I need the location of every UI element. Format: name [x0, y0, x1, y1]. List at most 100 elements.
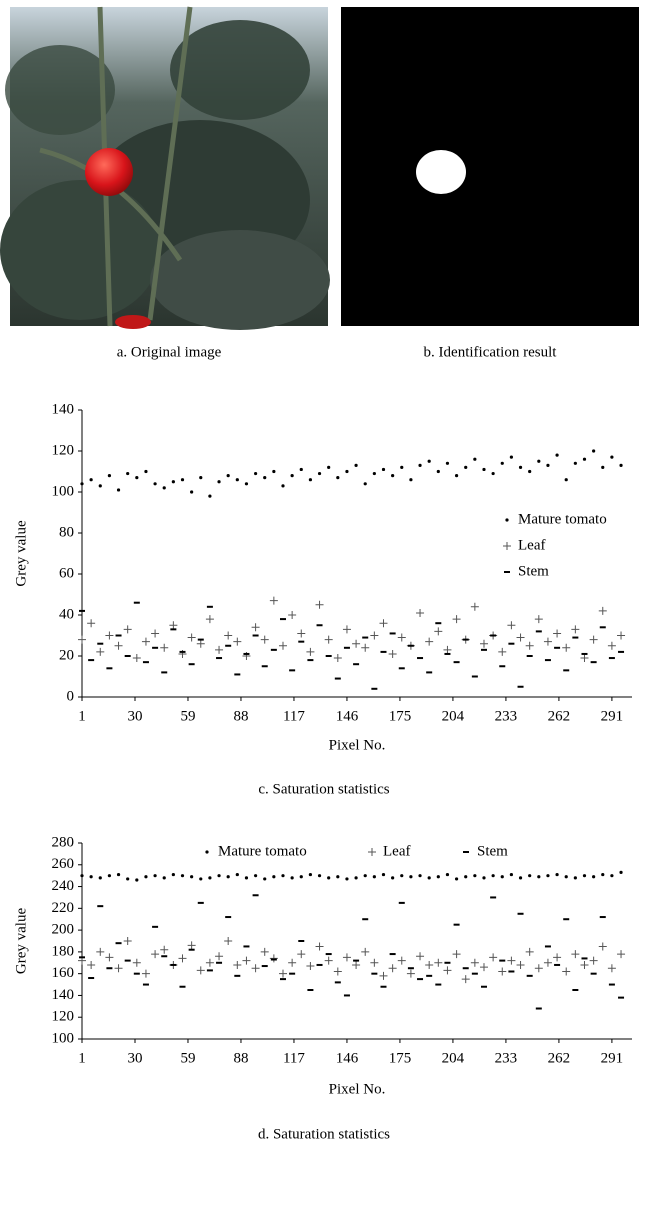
point — [196, 639, 205, 648]
y-tick-label: 20 — [59, 647, 74, 663]
point — [407, 644, 414, 647]
point — [98, 876, 102, 880]
point — [490, 634, 497, 637]
point — [153, 482, 157, 486]
point — [308, 872, 313, 877]
point — [151, 950, 160, 959]
point — [243, 652, 250, 655]
point — [435, 983, 442, 986]
point — [215, 645, 224, 654]
y-tick-label: 0 — [67, 688, 75, 704]
point — [435, 622, 442, 625]
x-axis-title: Pixel No. — [329, 737, 386, 753]
point — [345, 877, 349, 881]
point — [380, 650, 387, 653]
legend-item: Stem — [463, 843, 508, 859]
point — [336, 875, 340, 879]
x-tick-label: 117 — [283, 1050, 305, 1066]
y-tick-label: 240 — [52, 878, 75, 894]
point — [452, 950, 461, 959]
point — [170, 963, 177, 966]
point — [106, 967, 113, 970]
y-axis-title: Grey value — [13, 520, 29, 587]
legend-marker — [463, 851, 469, 853]
point — [436, 875, 440, 879]
point — [317, 874, 322, 878]
point — [105, 631, 114, 640]
point — [235, 872, 239, 877]
point — [206, 605, 213, 608]
point — [161, 955, 168, 958]
point — [352, 960, 361, 969]
point — [316, 963, 323, 966]
point — [123, 625, 132, 634]
point — [507, 621, 516, 630]
point — [124, 959, 131, 962]
point — [252, 634, 259, 637]
point — [598, 942, 607, 951]
y-tick-label: 200 — [52, 922, 75, 938]
point — [555, 872, 559, 877]
legend-label: Leaf — [518, 537, 545, 553]
point — [306, 647, 315, 656]
point — [278, 969, 287, 978]
point — [278, 641, 287, 650]
point — [205, 958, 214, 967]
point — [590, 661, 597, 664]
point — [391, 474, 395, 478]
point — [537, 875, 541, 879]
point — [197, 638, 204, 641]
point — [434, 958, 443, 967]
x-tick-label: 117 — [283, 708, 305, 724]
point — [491, 874, 495, 878]
point — [116, 872, 121, 877]
y-tick-label: 140 — [52, 987, 75, 1003]
point — [97, 905, 104, 908]
point — [354, 876, 358, 880]
point — [482, 467, 486, 472]
point — [288, 958, 297, 967]
point — [426, 974, 433, 977]
point — [343, 646, 350, 649]
point — [244, 482, 249, 486]
point — [87, 960, 96, 969]
point — [180, 478, 185, 482]
point — [608, 983, 615, 986]
x-tick-label: 1 — [78, 1050, 86, 1066]
point — [115, 942, 122, 945]
point — [426, 671, 433, 674]
point — [333, 967, 342, 976]
x-tick-label: 204 — [442, 708, 465, 724]
point — [598, 606, 607, 615]
point — [106, 667, 113, 670]
point — [206, 969, 213, 972]
point — [607, 641, 616, 650]
point — [563, 918, 570, 921]
point — [116, 488, 121, 492]
point — [454, 474, 459, 478]
series — [78, 596, 626, 663]
point — [160, 643, 169, 652]
point — [507, 956, 516, 965]
point — [170, 628, 177, 631]
point — [573, 876, 577, 880]
x-tick-label: 233 — [495, 708, 518, 724]
point — [190, 875, 194, 879]
legend-item: Leaf — [503, 537, 545, 553]
point — [592, 875, 596, 879]
x-tick-label: 30 — [127, 1050, 142, 1066]
point — [379, 619, 388, 628]
point — [398, 901, 405, 904]
point — [242, 956, 251, 965]
point — [162, 876, 166, 880]
point — [372, 875, 376, 879]
point — [363, 482, 367, 486]
point — [317, 471, 322, 476]
point — [315, 600, 324, 609]
point — [352, 639, 361, 648]
point — [470, 602, 479, 611]
point — [179, 650, 186, 653]
point — [135, 878, 139, 882]
point — [601, 872, 605, 877]
point — [381, 467, 386, 472]
